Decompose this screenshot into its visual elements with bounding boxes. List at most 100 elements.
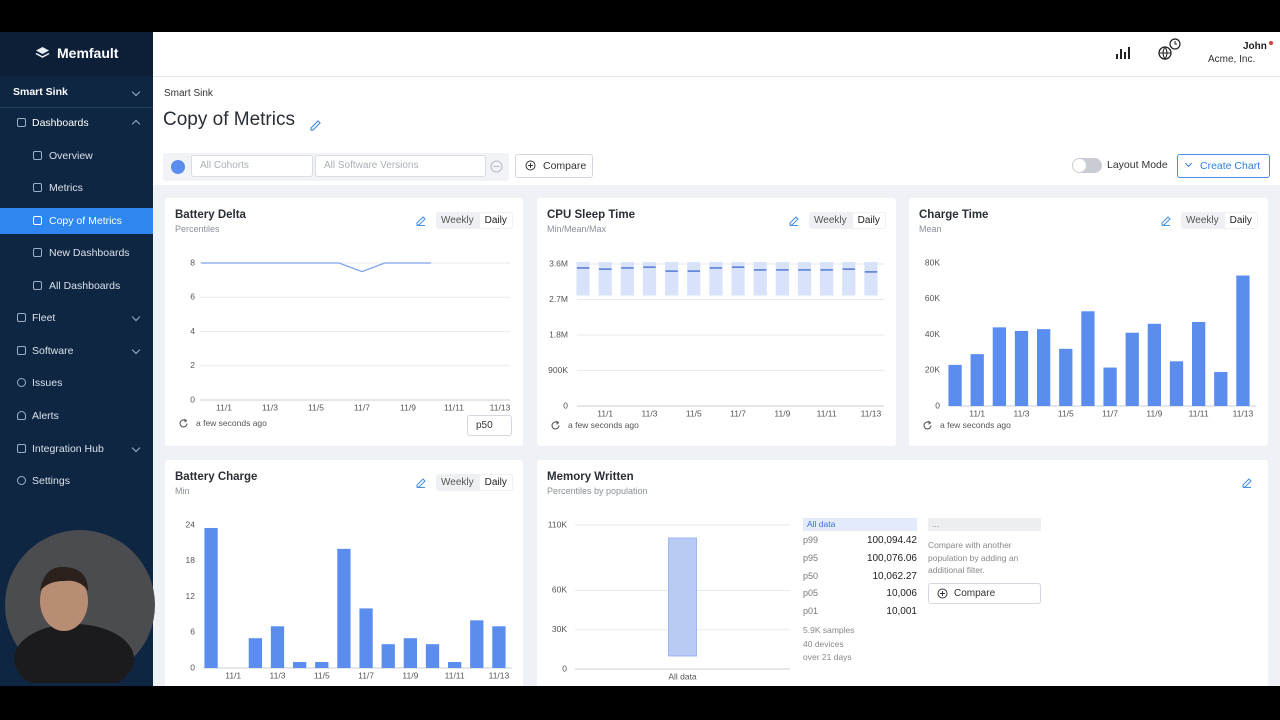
nav-icon [17, 118, 26, 127]
y-tick-label: 2 [190, 360, 195, 370]
bar [1037, 329, 1051, 406]
range-box [775, 262, 789, 296]
create-chart-button[interactable]: Create Chart [1177, 154, 1270, 178]
card-title: Battery Charge [175, 471, 258, 483]
stats-value: 100,076.06 [866, 552, 917, 564]
interval-toggle[interactable]: Weekly Daily [809, 212, 886, 229]
x-tick-label: 11/7 [358, 670, 374, 680]
x-tick-label: 11/9 [1146, 408, 1162, 418]
layout-toggle[interactable] [1072, 158, 1102, 173]
nav-item[interactable]: Dashboards [0, 110, 153, 136]
y-tick-label: 0 [935, 400, 940, 410]
metrics-icon[interactable] [1115, 45, 1133, 61]
interval-option[interactable]: Weekly [1186, 215, 1219, 226]
nav-item[interactable]: Issues [0, 370, 153, 396]
card-title: Battery Delta [175, 209, 246, 221]
chart: 0 900K 1.8M 2.7M 3.6M 11/1 11/3 11/5 11/7 11/9 11/… [548, 258, 884, 418]
project-name: Smart Sink [13, 86, 68, 98]
x-tick-label: 11/3 [642, 408, 658, 418]
org-name[interactable]: Acme, Inc. [1208, 54, 1256, 65]
bar [403, 638, 417, 668]
compare-population-button[interactable]: Compare [928, 583, 1041, 604]
remove-filter-icon[interactable] [490, 160, 503, 173]
nav-subitem[interactable]: Metrics [0, 175, 153, 201]
chart-card: 0 2 4 6 8 11/1 11/3 11/5 11/7 11/9 11/11 11/13 Batte… [165, 198, 523, 446]
x-tick-label: 11/9 [402, 670, 418, 680]
range-box [797, 262, 812, 296]
nav-label: Settings [32, 475, 70, 487]
bar [1103, 367, 1117, 406]
bar [1059, 348, 1073, 406]
interval-option[interactable]: Daily [479, 213, 512, 228]
nav-subitem-active[interactable]: Copy of Metrics [0, 208, 153, 234]
x-tick-label: 11/1 [225, 670, 241, 680]
range-box [598, 262, 612, 296]
user-name[interactable]: John [1243, 41, 1267, 52]
nav-label: Software [32, 345, 74, 357]
nav-item[interactable]: Integration Hub [0, 436, 153, 462]
chart: 0 6 12 18 24 11/1 11/3 11/5 11/7 11/9 11/11 11/13 [186, 519, 512, 680]
stats-note: 40 devices [803, 638, 844, 649]
y-tick-label: 60K [925, 293, 940, 303]
bar [1125, 332, 1139, 406]
timezone-icon[interactable] [1157, 38, 1183, 62]
bar [948, 364, 962, 406]
brand-bar: Memfault [0, 32, 153, 76]
range-box [620, 262, 634, 296]
cohort-placeholder: All Cohorts [200, 160, 249, 171]
interval-option[interactable]: Daily [852, 213, 885, 228]
interval-option[interactable]: Daily [479, 475, 512, 490]
nav-label: Issues [32, 377, 63, 389]
card-subtitle: Percentiles by population [547, 486, 648, 496]
y-tick-label: 0 [190, 394, 195, 404]
y-tick-label: 12 [186, 591, 196, 601]
chart-card: 0 900K 1.8M 2.7M 3.6M 11/1 11/3 11/5 11/7 11/9 11/… [537, 198, 896, 446]
range-box [864, 262, 878, 296]
range-box [731, 262, 745, 296]
nav-subitem[interactable]: New Dashboards [0, 240, 153, 266]
compare-button[interactable]: Compare [515, 154, 593, 178]
y-tick-label: 0 [562, 663, 567, 673]
breadcrumb[interactable]: Smart Sink [164, 88, 213, 99]
stats-note: 5.9K samples [803, 625, 855, 635]
interval-toggle[interactable]: Weekly Daily [1181, 212, 1258, 229]
interval-option[interactable]: Weekly [441, 215, 474, 226]
y-tick-label: 60K [552, 585, 567, 595]
y-tick-label: 3.6M [549, 258, 568, 268]
compare-icon [525, 160, 536, 171]
layout-label: Layout Mode [1107, 159, 1168, 171]
edit-title-icon[interactable] [309, 117, 329, 137]
card-subtitle: Min/Mean/Max [547, 224, 607, 234]
version-select[interactable]: All Software Versions [315, 155, 486, 177]
y-tick-label: 0 [190, 662, 195, 672]
interval-toggle[interactable]: Weekly Daily [436, 212, 513, 229]
interval-option[interactable]: Daily [1224, 213, 1257, 228]
sidebar: Memfault Smart Sink Dashboards Overview … [0, 32, 155, 686]
line-series [201, 262, 431, 273]
brand-logo [35, 47, 50, 58]
bar [293, 662, 307, 668]
nav-label: Metrics [49, 182, 83, 194]
y-tick-label: 0 [563, 400, 568, 410]
nav-item[interactable]: Fleet [0, 305, 153, 331]
nav-subitem[interactable]: All Dashboards [0, 273, 153, 299]
x-tick-label: 11/3 [1014, 408, 1030, 418]
x-tick-label: 11/7 [354, 402, 370, 412]
nav-item[interactable]: Settings [0, 468, 153, 494]
interval-option[interactable]: Weekly [814, 215, 847, 226]
nav-item[interactable]: Alerts [0, 403, 153, 429]
interval-option[interactable]: Weekly [441, 477, 474, 488]
y-tick-label: 4 [190, 326, 195, 336]
nav-subitem[interactable]: Overview [0, 143, 153, 169]
bar [992, 327, 1006, 406]
range-box [709, 262, 723, 296]
nav-label: Alerts [32, 410, 59, 422]
project-select[interactable]: Smart Sink [0, 79, 153, 108]
cohort-color [171, 160, 185, 174]
cohort-select[interactable]: All Cohorts [191, 155, 313, 177]
stats-value: 10,062.27 [872, 570, 918, 582]
interval-toggle[interactable]: Weekly Daily [436, 474, 513, 491]
percentile-select[interactable]: p50 [467, 415, 512, 436]
nav-item[interactable]: Software [0, 338, 153, 364]
card-title: Memory Written [547, 471, 634, 483]
